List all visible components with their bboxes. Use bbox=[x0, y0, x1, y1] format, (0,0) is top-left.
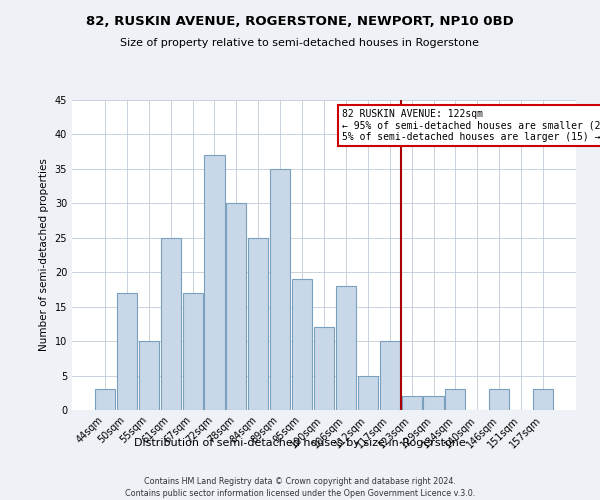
Bar bbox=[489, 390, 509, 410]
Bar bbox=[380, 341, 400, 410]
Bar bbox=[314, 328, 334, 410]
Bar bbox=[445, 390, 466, 410]
Bar bbox=[292, 279, 312, 410]
Bar bbox=[358, 376, 378, 410]
Bar bbox=[205, 155, 224, 410]
Bar bbox=[117, 293, 137, 410]
Text: Size of property relative to semi-detached houses in Rogerstone: Size of property relative to semi-detach… bbox=[121, 38, 479, 48]
Bar bbox=[533, 390, 553, 410]
Bar bbox=[95, 390, 115, 410]
Bar bbox=[270, 169, 290, 410]
Text: Contains public sector information licensed under the Open Government Licence v.: Contains public sector information licen… bbox=[125, 489, 475, 498]
Bar bbox=[182, 293, 203, 410]
Text: 82 RUSKIN AVENUE: 122sqm
← 95% of semi-detached houses are smaller (260)
5% of s: 82 RUSKIN AVENUE: 122sqm ← 95% of semi-d… bbox=[341, 110, 600, 142]
Bar bbox=[336, 286, 356, 410]
Bar bbox=[161, 238, 181, 410]
Bar bbox=[226, 204, 247, 410]
Text: Distribution of semi-detached houses by size in Rogerstone: Distribution of semi-detached houses by … bbox=[134, 438, 466, 448]
Bar bbox=[248, 238, 268, 410]
Text: 82, RUSKIN AVENUE, ROGERSTONE, NEWPORT, NP10 0BD: 82, RUSKIN AVENUE, ROGERSTONE, NEWPORT, … bbox=[86, 15, 514, 28]
Bar bbox=[401, 396, 422, 410]
Y-axis label: Number of semi-detached properties: Number of semi-detached properties bbox=[39, 158, 49, 352]
Bar bbox=[139, 341, 159, 410]
Bar bbox=[424, 396, 443, 410]
Text: Contains HM Land Registry data © Crown copyright and database right 2024.: Contains HM Land Registry data © Crown c… bbox=[144, 478, 456, 486]
